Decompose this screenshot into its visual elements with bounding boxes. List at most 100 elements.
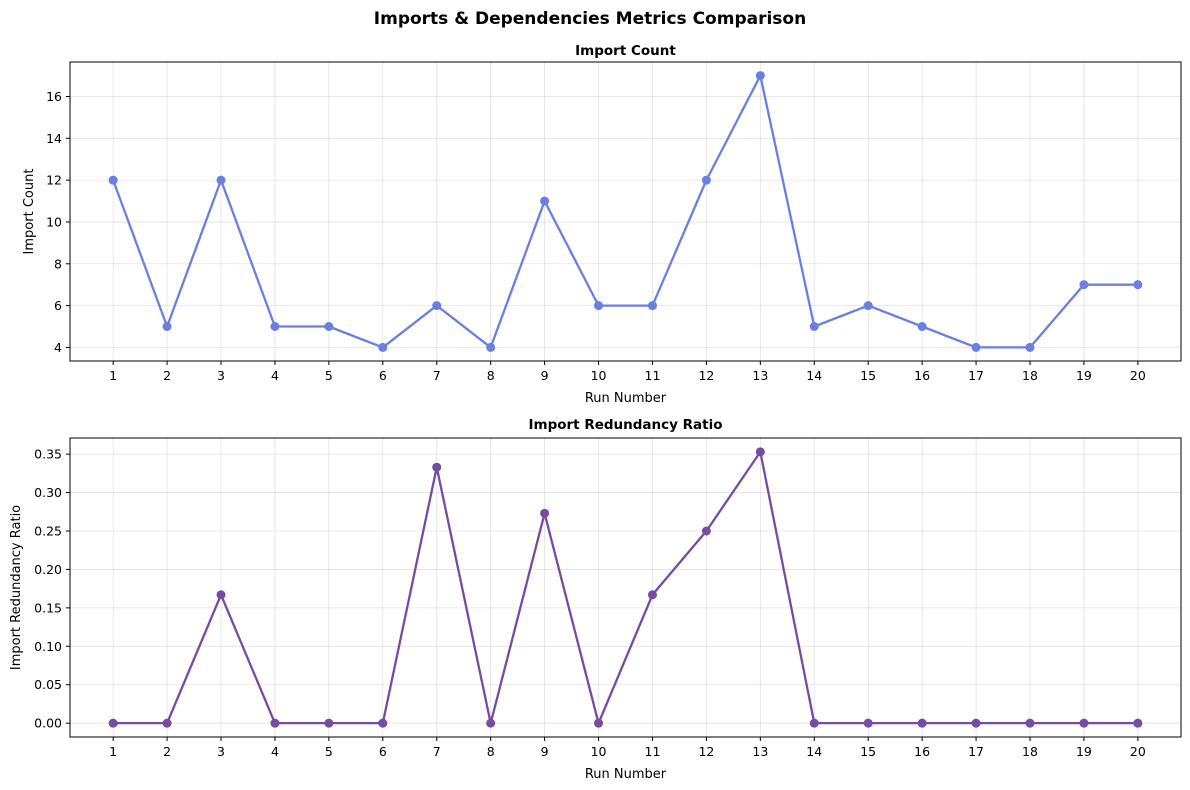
data-point [755, 447, 765, 457]
x-tick-label: 8 [487, 368, 495, 383]
x-tick-label: 20 [1130, 744, 1146, 759]
data-point [647, 590, 657, 600]
x-tick-label: 18 [1022, 368, 1038, 383]
chart-title: Import Redundancy Ratio [528, 417, 722, 433]
data-point [432, 301, 442, 311]
x-tick-label: 9 [541, 368, 549, 383]
data-point [324, 322, 334, 331]
plot-frame [69, 437, 1182, 738]
y-tick-label: 0.35 [34, 447, 62, 462]
series-line [112, 450, 1139, 725]
data-point [1079, 280, 1089, 290]
x-tick-label: 17 [968, 744, 984, 759]
y-tick-label: 0.30 [34, 485, 62, 500]
y-axis-label: Import Redundancy Ratio [9, 505, 24, 670]
figure-title: Imports & Dependencies Metrics Compariso… [374, 9, 806, 29]
x-tick-label: 13 [752, 744, 768, 759]
data-point [701, 175, 711, 185]
x-tick-label: 11 [645, 368, 661, 383]
y-tick-label: 16 [46, 89, 62, 104]
data-point [755, 71, 765, 81]
data-point [486, 718, 496, 728]
data-point [971, 342, 981, 352]
y-tick-label: 14 [46, 131, 62, 146]
data-point [1025, 342, 1035, 352]
x-tick-label: 14 [806, 744, 822, 759]
y-axis-label: Import Count [22, 169, 37, 255]
data-point [486, 342, 496, 352]
data-point [971, 718, 981, 728]
x-tick-label: 6 [379, 368, 387, 383]
x-tick-label: 11 [645, 744, 661, 759]
x-tick-label: 18 [1022, 744, 1038, 759]
data-point [270, 322, 280, 331]
data-point [1133, 280, 1143, 290]
y-tick-label: 0.00 [34, 716, 62, 731]
x-tick-label: 10 [591, 744, 607, 759]
data-point [108, 718, 118, 728]
data-point [432, 462, 442, 472]
import-redundancy-ratio-chart: 1 2 3 4 5 6 7 8 9 10 11 12 13 14 15 16 17 18 19 200.000.050… [9, 417, 1182, 782]
x-tick-label: 6 [379, 744, 387, 759]
x-tick-label: 9 [541, 744, 549, 759]
x-tick-label: 16 [914, 368, 930, 383]
data-point [647, 301, 657, 311]
data-point [540, 196, 550, 206]
x-tick-label: 19 [1076, 368, 1092, 383]
data-point [216, 590, 226, 600]
data-point [863, 718, 873, 728]
data-point [594, 718, 604, 728]
y-tick-label: 12 [46, 173, 62, 188]
x-tick-label: 4 [271, 368, 279, 383]
data-point [162, 322, 172, 331]
data-point [1025, 718, 1035, 728]
x-tick-label: 5 [325, 368, 333, 383]
series-line [112, 74, 1139, 349]
data-point [917, 322, 927, 331]
data-point [270, 718, 280, 728]
x-tick-label: 2 [163, 368, 171, 383]
data-point [324, 718, 334, 728]
data-point [1079, 718, 1089, 728]
import-count-chart: 1 2 3 4 5 6 7 8 9 10 11 12 13 14 15 16 17 18 19 20468101214… [22, 43, 1182, 406]
data-point [162, 718, 172, 728]
data-point [701, 526, 711, 536]
x-tick-label: 10 [591, 368, 607, 383]
data-point [108, 175, 118, 185]
y-tick-label: 10 [46, 214, 62, 229]
y-tick-label: 0.20 [34, 562, 62, 577]
x-tick-label: 17 [968, 368, 984, 383]
x-tick-label: 20 [1130, 368, 1146, 383]
x-tick-label: 3 [217, 744, 225, 759]
x-tick-label: 12 [698, 368, 714, 383]
data-point [863, 301, 873, 311]
y-tick-label: 0.15 [34, 600, 62, 615]
x-tick-label: 5 [325, 744, 333, 759]
data-point [1133, 718, 1143, 728]
data-point [594, 301, 604, 311]
x-tick-label: 14 [806, 368, 822, 383]
y-tick-label: 6 [54, 298, 62, 313]
x-tick-label: 16 [914, 744, 930, 759]
data-point [216, 175, 226, 185]
data-point [809, 322, 819, 331]
x-tick-label: 2 [163, 744, 171, 759]
x-axis-label: Run Number [585, 767, 667, 782]
x-tick-label: 15 [860, 744, 876, 759]
plot-frame [69, 61, 1182, 362]
x-tick-label: 13 [752, 368, 768, 383]
data-point [540, 508, 550, 518]
x-tick-label: 7 [433, 744, 441, 759]
y-tick-label: 4 [54, 340, 62, 355]
y-tick-label: 8 [54, 256, 62, 271]
y-tick-label: 0.10 [34, 639, 62, 654]
chart-title: Import Count [575, 43, 676, 59]
data-point [378, 342, 388, 352]
data-point [917, 718, 927, 728]
x-tick-label: 4 [271, 744, 279, 759]
x-tick-label: 7 [433, 368, 441, 383]
data-point [378, 718, 388, 728]
x-tick-label: 3 [217, 368, 225, 383]
